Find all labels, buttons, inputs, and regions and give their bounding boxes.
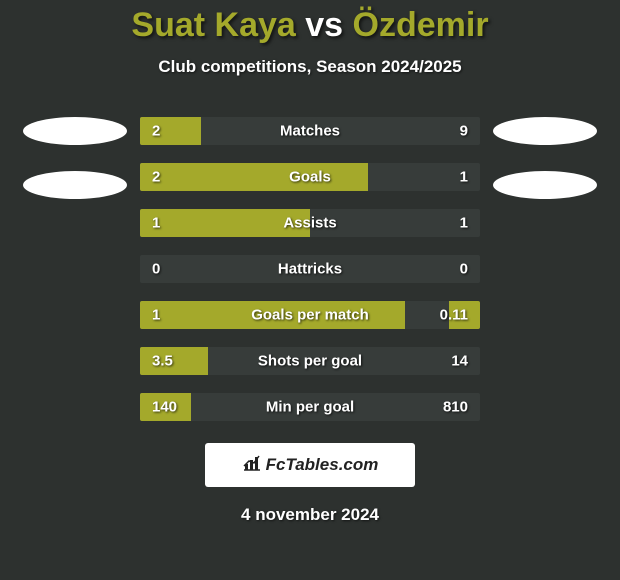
bar-fill-left [140, 347, 208, 375]
stat-value-left: 3.5 [152, 353, 173, 370]
player-left-name: Suat Kaya [131, 6, 295, 44]
stat-value-right: 9 [460, 123, 468, 140]
stat-value-right: 810 [443, 399, 468, 416]
stat-bars: 2 Matches 9 2 Goals 1 1 Assists 1 0 Hattricks 0 1 Goa… [140, 117, 480, 421]
stat-value-left: 1 [152, 215, 160, 232]
stat-bar: 0 Hattricks 0 [140, 255, 480, 283]
stat-label: Matches [280, 123, 340, 140]
player-left-club-placeholder [23, 171, 127, 199]
stat-value-left: 140 [152, 399, 177, 416]
stat-bar: 3.5 Shots per goal 14 [140, 347, 480, 375]
stat-label: Goals per match [251, 307, 369, 324]
player-right-photo-placeholder [493, 117, 597, 145]
stat-label: Shots per goal [258, 353, 362, 370]
stat-bar: 1 Assists 1 [140, 209, 480, 237]
player-right-name: Özdemir [353, 6, 489, 44]
bar-fill-left [140, 117, 201, 145]
logo-text: FcTables.com [266, 455, 379, 475]
main-comparison: 2 Matches 9 2 Goals 1 1 Assists 1 0 Hattricks 0 1 Goa… [0, 117, 620, 421]
stat-bar: 2 Goals 1 [140, 163, 480, 191]
stat-value-left: 0 [152, 261, 160, 278]
stat-bar: 1 Goals per match 0.11 [140, 301, 480, 329]
left-side-column [10, 117, 140, 199]
comparison-title: Suat Kaya vs Özdemir [131, 6, 488, 45]
player-left-photo-placeholder [23, 117, 127, 145]
bar-fill-left [140, 163, 368, 191]
vs-text: vs [305, 6, 343, 44]
chart-icon [242, 454, 262, 477]
stat-label: Min per goal [266, 399, 354, 416]
stat-value-left: 1 [152, 307, 160, 324]
subtitle: Club competitions, Season 2024/2025 [0, 57, 620, 77]
stat-value-right: 0.11 [440, 307, 468, 324]
stat-value-left: 2 [152, 169, 160, 186]
stat-bar: 140 Min per goal 810 [140, 393, 480, 421]
stat-value-right: 14 [451, 353, 468, 370]
date-text: 4 november 2024 [0, 505, 620, 525]
logo-box: FcTables.com [205, 443, 415, 487]
stat-label: Goals [289, 169, 331, 186]
stat-value-right: 1 [460, 169, 468, 186]
title-container: Suat Kaya vs Özdemir [0, 0, 620, 45]
right-side-column [480, 117, 610, 199]
stat-value-right: 0 [460, 261, 468, 278]
stat-label: Assists [283, 215, 336, 232]
stat-value-right: 1 [460, 215, 468, 232]
stat-value-left: 2 [152, 123, 160, 140]
stat-bar: 2 Matches 9 [140, 117, 480, 145]
player-right-club-placeholder [493, 171, 597, 199]
stat-label: Hattricks [278, 261, 342, 278]
